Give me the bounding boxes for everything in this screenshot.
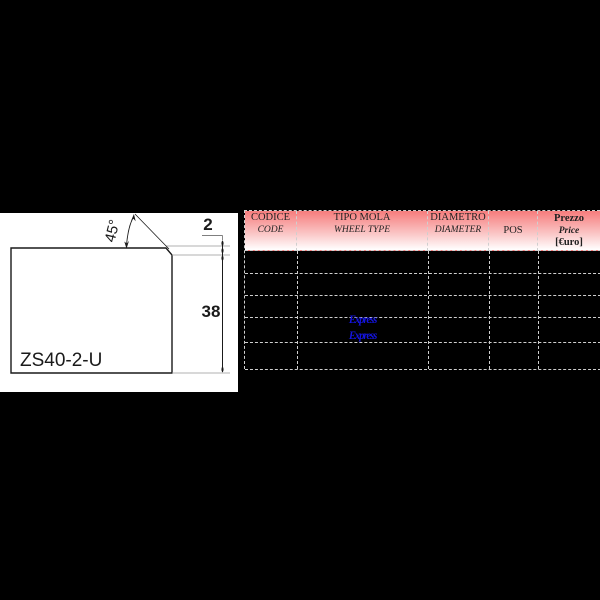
svg-text:38: 38 xyxy=(202,302,221,321)
svg-text:ZS40-2-U: ZS40-2-U xyxy=(20,350,102,371)
svg-text:2: 2 xyxy=(203,215,212,234)
